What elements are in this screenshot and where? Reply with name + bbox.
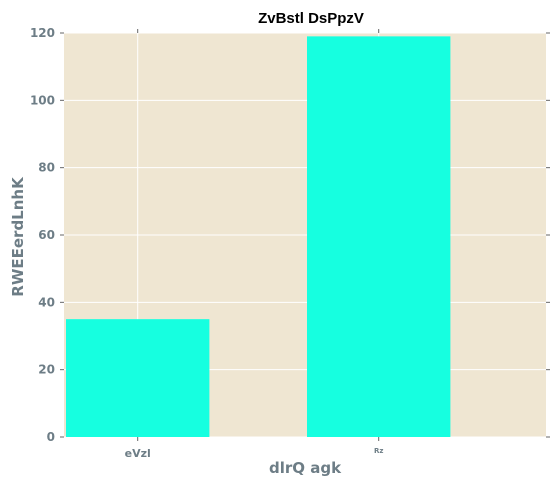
- chart-title: ZvBstl DsPpzV: [258, 10, 364, 27]
- bar-eVzl: [66, 319, 210, 437]
- x-tick-label: eVzl: [125, 447, 151, 460]
- bars: [66, 36, 451, 437]
- axis-ticks: 0 20 40 60 80 100 120 eVzl Rz: [30, 26, 550, 460]
- y-tick-label: 120: [30, 26, 55, 40]
- y-tick-label: 20: [38, 363, 55, 377]
- y-tick-label: 60: [38, 228, 55, 242]
- x-tick-label: Rz: [374, 447, 383, 455]
- x-axis-label: dlrQ agk: [269, 459, 342, 477]
- y-axis-label: RWEEerdLnhK: [9, 176, 27, 297]
- y-tick-label: 80: [38, 161, 55, 175]
- bar-Rz: [307, 36, 451, 437]
- y-tick-label: 100: [30, 93, 55, 107]
- y-tick-label: 0: [47, 430, 55, 444]
- y-tick-label: 40: [38, 295, 55, 309]
